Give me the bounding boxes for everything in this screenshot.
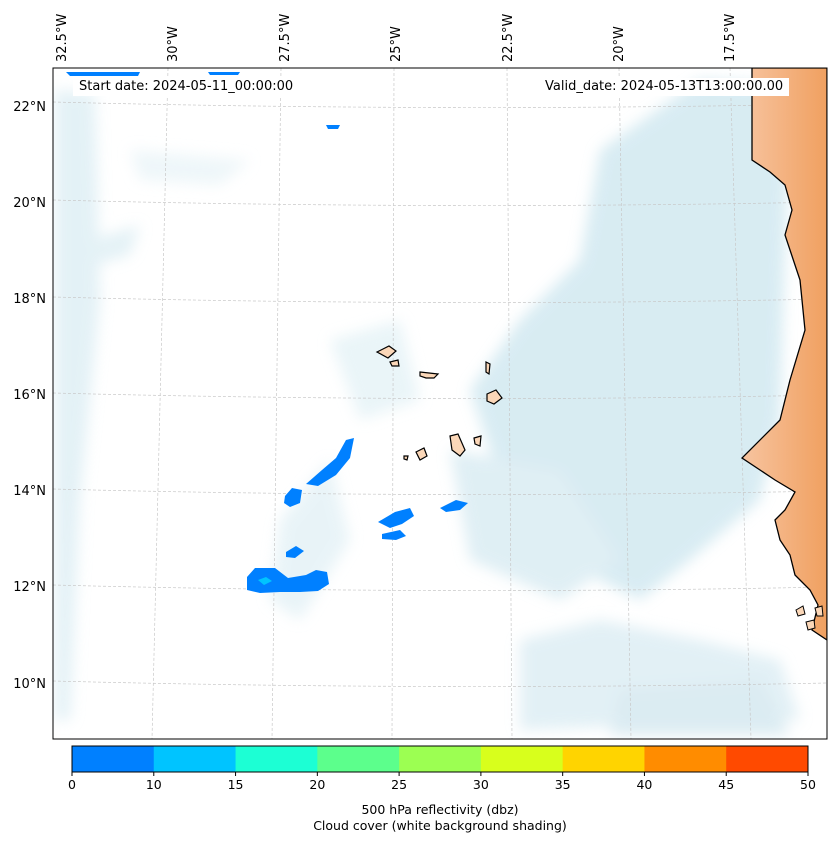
lon-tick-label: 17.5°W [723,14,738,62]
colorbar: 0 10 15 20 25 30 35 40 45 50 500 hPa reflectivity… [68,745,816,833]
colorbar-tick-label: 0 [68,777,76,792]
island-santo-antao [375,345,397,359]
island-sao-nicolau [419,371,440,379]
island-santiago [449,433,466,457]
valid-date-label: Valid_date: 2024-05-13T13:00:00.00 [539,78,790,96]
reflectivity-core [258,577,272,585]
lon-tick-label: 32.5°W [55,14,70,62]
bijagos-islets [795,605,824,631]
colorbar-swatch [562,746,645,772]
latitude-tick-labels: 22°N 20°N 18°N 16°N 14°N 12°N 10°N [13,100,46,692]
island-sao-vicente [389,359,400,367]
island-brava [403,455,409,461]
graticule-lines [53,68,827,739]
colorbar-swatch [235,746,318,772]
island-sal [485,361,491,376]
colorbar-swatch [399,746,482,772]
map-border [52,67,828,740]
lat-tick-label: 22°N [13,100,46,115]
colorbar-swatch [72,746,155,772]
lon-tick-label: 25°W [389,26,404,62]
lat-tick-label: 12°N [13,580,46,595]
colorbar-swatch [153,746,237,772]
lat-tick-label: 18°N [13,292,46,307]
island-boa-vista [486,389,503,405]
longitude-tick-labels: 32.5°W 30°W 27.5°W 25°W 22.5°W 20°W 17.5… [55,14,738,62]
lon-tick-label: 20°W [612,26,627,62]
lat-tick-label: 16°N [13,388,46,403]
colorbar-tick-label: 10 [146,777,162,792]
lat-tick-label: 14°N [13,484,46,499]
colorbar-tick-label: 30 [473,777,489,792]
colorbar-frame [71,745,809,773]
lon-tick-label: 27.5°W [278,14,293,62]
colorbar-swatch [317,746,400,772]
colorbar-tick-label: 20 [309,777,325,792]
lon-tick-label: 22.5°W [501,14,516,62]
colorbar-tick-label: 50 [800,777,816,792]
colorbar-tick-label: 35 [555,777,571,792]
cape-verde-islands [375,345,503,461]
colorbar-tick-label: 45 [718,777,734,792]
colorbar-swatch [644,746,727,772]
island-fogo [415,447,428,461]
lat-tick-label: 10°N [13,677,46,692]
colorbar-tick-label: 25 [391,777,407,792]
colorbar-title: 500 hPa reflectivity (dbz) [361,802,518,817]
africa-coast-landmass [740,68,827,641]
reflectivity-cells [66,72,468,593]
cloud-cover-shading [55,80,800,735]
island-maio [473,435,482,447]
lon-tick-label: 30°W [166,26,181,62]
start-date-label: Start date: 2024-05-11_00:00:00 [73,78,300,96]
colorbar-swatch [480,746,564,772]
lat-tick-label: 20°N [13,196,46,211]
colorbar-tick-label: 40 [636,777,652,792]
colorbar-subtitle: Cloud cover (white background shading) [313,818,567,833]
colorbar-tick-label: 15 [228,777,244,792]
colorbar-swatch [726,746,809,772]
